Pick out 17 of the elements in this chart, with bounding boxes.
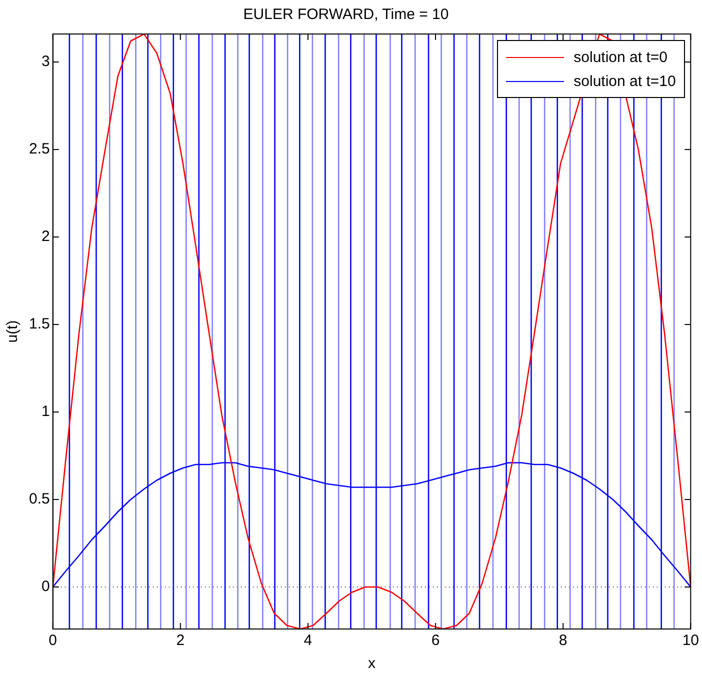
y-tick-label: 1.5	[28, 316, 50, 333]
y-tick-label: 2.5	[28, 140, 50, 158]
legend-label: solution at t=10	[574, 72, 676, 90]
legend-label: solution at t=0	[574, 48, 668, 66]
x-tick-label: 8	[558, 632, 568, 650]
y-tick-label: 3	[42, 53, 50, 70]
y-tick-label: 2	[42, 228, 50, 246]
y-axis-title: u(t)	[4, 320, 22, 343]
y-tick-label: 0	[42, 578, 50, 596]
x-tick-label: 10	[682, 632, 699, 650]
x-tick-label: 2	[176, 632, 185, 650]
x-axis-title: x	[368, 655, 376, 672]
y-tick-label: 1	[42, 403, 50, 420]
chart-title: EULER FORWARD, Time = 10	[243, 6, 449, 24]
x-tick-label: 4	[304, 632, 312, 650]
x-tick-label: 6	[431, 632, 440, 650]
y-tick-label: 0.5	[28, 490, 50, 508]
